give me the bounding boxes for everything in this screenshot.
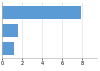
Bar <box>2 24 18 37</box>
Bar <box>2 6 81 19</box>
Bar <box>2 42 14 55</box>
